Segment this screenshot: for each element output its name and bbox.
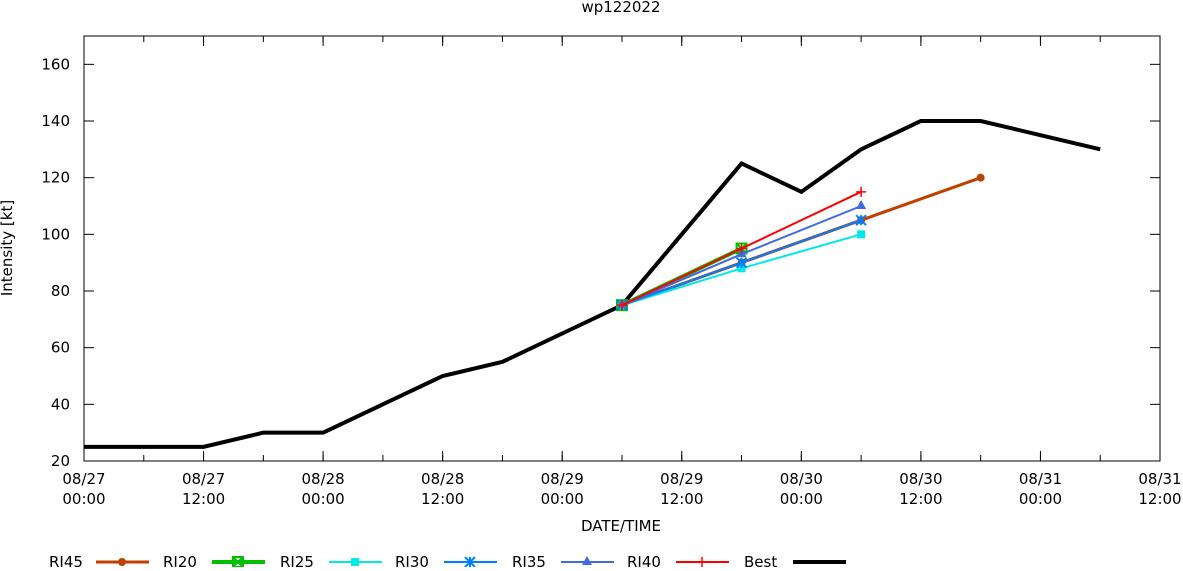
triangle-marker — [582, 556, 592, 565]
x-axis-label: DATE/TIME — [581, 517, 661, 535]
plus-marker — [736, 243, 747, 254]
x-tick-label-time: 00:00 — [541, 490, 584, 508]
x-tick-label-date: 08/27 — [182, 470, 225, 488]
asterisk-marker — [464, 556, 476, 568]
legend-label: RI35 — [512, 553, 546, 567]
circle-marker — [976, 173, 985, 182]
x-tick-label-date: 08/28 — [421, 470, 464, 488]
series-ri35 — [617, 200, 867, 309]
x-tick-label-time: 00:00 — [780, 490, 823, 508]
y-tick-label: 120 — [41, 169, 70, 187]
series-best — [84, 119, 1101, 449]
x-tick-label-date: 08/30 — [899, 470, 942, 488]
y-tick-label: 40 — [51, 395, 70, 413]
y-tick-label: 160 — [41, 55, 70, 73]
x-tick-label-time: 12:00 — [182, 490, 225, 508]
x-tick-label-date: 08/27 — [62, 470, 105, 488]
chart-title: wp122022 — [581, 0, 660, 16]
asterisk-marker — [855, 214, 867, 226]
x-tick-label-time: 00:00 — [62, 490, 105, 508]
square-marker — [737, 264, 746, 273]
x-tick-label-date: 08/28 — [301, 470, 344, 488]
legend-item-ri25: RI25 — [280, 553, 382, 571]
legend-item-best: Best — [744, 553, 846, 571]
square-marker — [351, 558, 359, 566]
asterisk-marker — [735, 256, 748, 269]
legend-label: RI45 — [49, 553, 83, 567]
xsquare-marker-cross — [232, 556, 244, 568]
plus-marker — [856, 186, 867, 197]
legend-item-ri30: RI30 — [395, 553, 497, 571]
y-tick-label: 140 — [41, 112, 70, 130]
legend-label: RI30 — [395, 553, 429, 567]
circle-marker — [118, 558, 126, 566]
plot-frame — [83, 35, 1161, 462]
series-group — [84, 119, 1101, 449]
legend-label: RI25 — [280, 553, 314, 567]
square-marker — [857, 230, 866, 239]
y-tick-label: 60 — [51, 339, 70, 357]
legend-item-ri35: RI35 — [512, 553, 614, 571]
legend-item-ri40: RI40 — [627, 553, 729, 571]
x-tick-label-time: 12:00 — [1138, 490, 1181, 508]
x-tick-label-date: 08/29 — [541, 470, 584, 488]
x-tick-label-date: 08/29 — [660, 470, 703, 488]
y-axis-label: Intensity [kt] — [0, 200, 16, 296]
series-line-best — [84, 119, 1101, 449]
legend: RI45 RI20 RI25 RI30 RI35 RI40 Best — [49, 553, 846, 571]
legend-label: Best — [744, 553, 777, 567]
x-tick-label-time: 00:00 — [301, 490, 344, 508]
x-tick-label-date: 08/31 — [1138, 470, 1181, 488]
series-ri25 — [618, 230, 866, 310]
y-tick-label: 80 — [51, 282, 70, 300]
legend-item-ri20: RI20 — [163, 553, 265, 571]
y-tick-label: 20 — [51, 452, 70, 470]
plus-marker — [697, 557, 707, 567]
axes-ticks: 08/27 00:00 08/27 12:00 08/28 00:00 08/28 12:00… — [41, 36, 1182, 508]
x-tick-label-time: 12:00 — [660, 490, 703, 508]
legend-item-ri45: RI45 — [49, 553, 149, 571]
legend-label: RI20 — [163, 553, 197, 567]
y-tick-label: 100 — [41, 225, 70, 243]
x-tick-label-date: 08/30 — [780, 470, 823, 488]
x-tick-label-time: 12:00 — [899, 490, 942, 508]
triangle-marker — [856, 200, 867, 209]
legend-label: RI40 — [627, 553, 661, 567]
x-tick-label-time: 00:00 — [1019, 490, 1062, 508]
x-tick-label-date: 08/31 — [1019, 470, 1062, 488]
series-ri40 — [617, 186, 867, 311]
plus-marker — [617, 300, 627, 311]
x-tick-label-time: 12:00 — [421, 490, 464, 508]
